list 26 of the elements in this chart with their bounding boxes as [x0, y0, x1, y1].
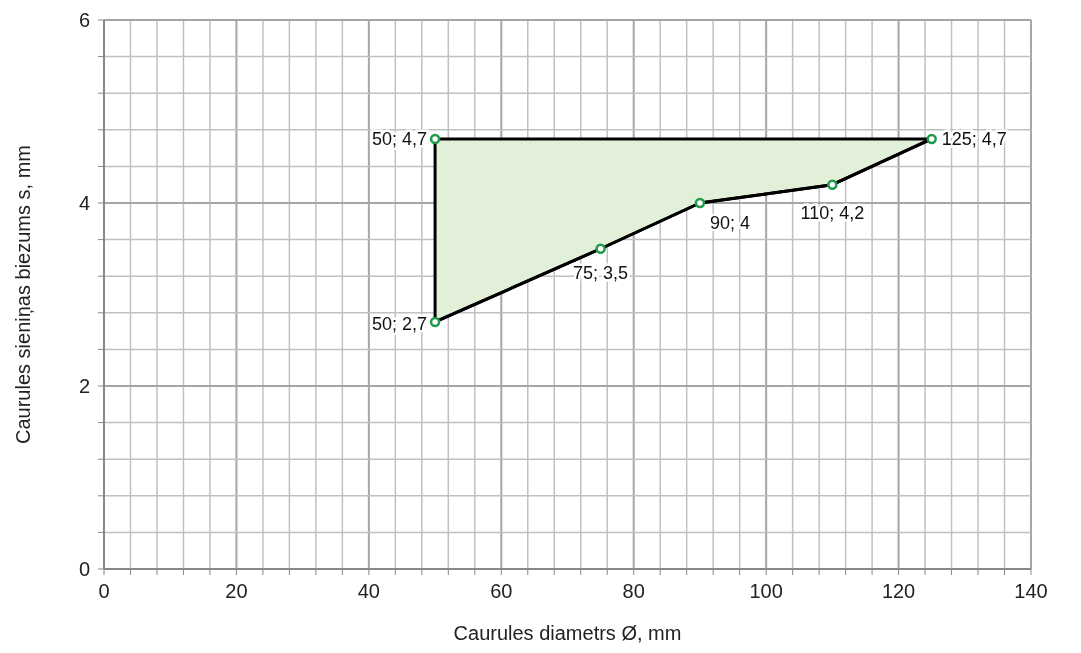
x-tick-label: 100: [749, 580, 783, 602]
x-tick-label: 20: [225, 580, 248, 602]
point: [429, 133, 441, 145]
x-axis-title: Caurules diametrs Ø, mm: [453, 622, 682, 644]
x-tick-label: 80: [622, 580, 645, 602]
x-tick-label: 40: [357, 580, 380, 602]
x-tick-label: 60: [490, 580, 513, 602]
point: [595, 243, 606, 254]
point: [926, 133, 937, 145]
y-tick-label: 0: [78, 558, 90, 580]
x-tick-label: 120: [881, 580, 916, 602]
data-label: 50; 2,7: [372, 313, 428, 334]
y-tick-label: 4: [78, 192, 90, 214]
data-label: 90; 4: [709, 213, 750, 233]
data-label: 75; 3,5: [573, 262, 629, 283]
x-tick-label: 0: [98, 580, 110, 602]
point: [827, 179, 838, 190]
data-label: 50; 4,7: [372, 128, 428, 149]
y-axis-title: Caurules sieniņas biezums s, mm: [12, 145, 34, 444]
y-tick-label: 2: [78, 375, 90, 397]
point: [694, 197, 706, 209]
data-label: 110; 4,2: [800, 202, 865, 223]
y-tick-label: 6: [78, 9, 90, 31]
x-tick-label: 140: [1014, 580, 1048, 602]
data-label: 125; 4,7: [941, 128, 1007, 149]
point: [429, 316, 441, 328]
